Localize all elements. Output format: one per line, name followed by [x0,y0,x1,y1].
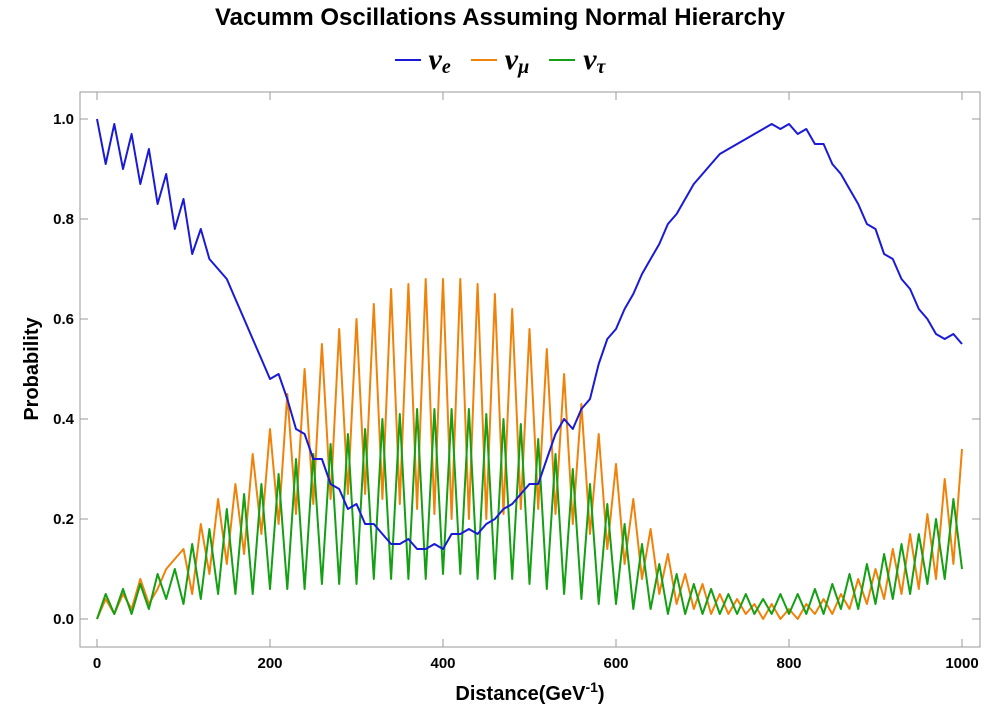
legend-swatch-nu-tau [549,59,576,61]
legend-item-nu-tau: ντ [549,43,606,78]
y-tick-label: 0.6 [53,311,74,328]
y-tick-label: 0.4 [53,411,75,428]
legend-label-nu-tau: ντ [583,43,606,78]
legend-swatch-nu-mu [470,59,497,61]
legend-item-nu-e: νe [394,43,451,78]
y-axis-ticks: 0.0 0.2 0.4 0.6 0.8 1.0 [53,111,980,628]
chart-title: Vacumm Oscillations Assuming Normal Hier… [215,4,785,31]
x-tick-label: 800 [776,655,801,672]
y-tick-label: 0.8 [53,211,74,228]
x-axis-label: Distance(GeV-1) [455,679,604,705]
y-tick-label: 0.0 [53,611,74,628]
series-line-nu-tau [96,408,963,620]
x-tick-label: 600 [603,655,628,672]
legend-label-nu-e: νe [428,43,451,78]
x-tick-label: 200 [257,655,282,672]
y-tick-label: 1.0 [53,111,74,128]
series-lines [96,118,963,620]
legend-label-nu-mu: νμ [504,43,530,78]
plot-frame [79,91,981,648]
y-tick-label: 0.2 [53,511,74,528]
legend-item-nu-mu: νμ [470,43,530,78]
x-axis-ticks: 0 200 400 600 800 1000 [93,92,979,672]
y-axis-label: Probability [21,316,43,420]
series-line-nu-e [96,118,963,550]
x-tick-label: 0 [93,655,101,672]
x-tick-label: 1000 [945,655,978,672]
x-tick-label: 400 [430,655,455,672]
legend-swatch-nu-e [394,59,421,61]
legend: νe νμ ντ [0,42,1000,78]
